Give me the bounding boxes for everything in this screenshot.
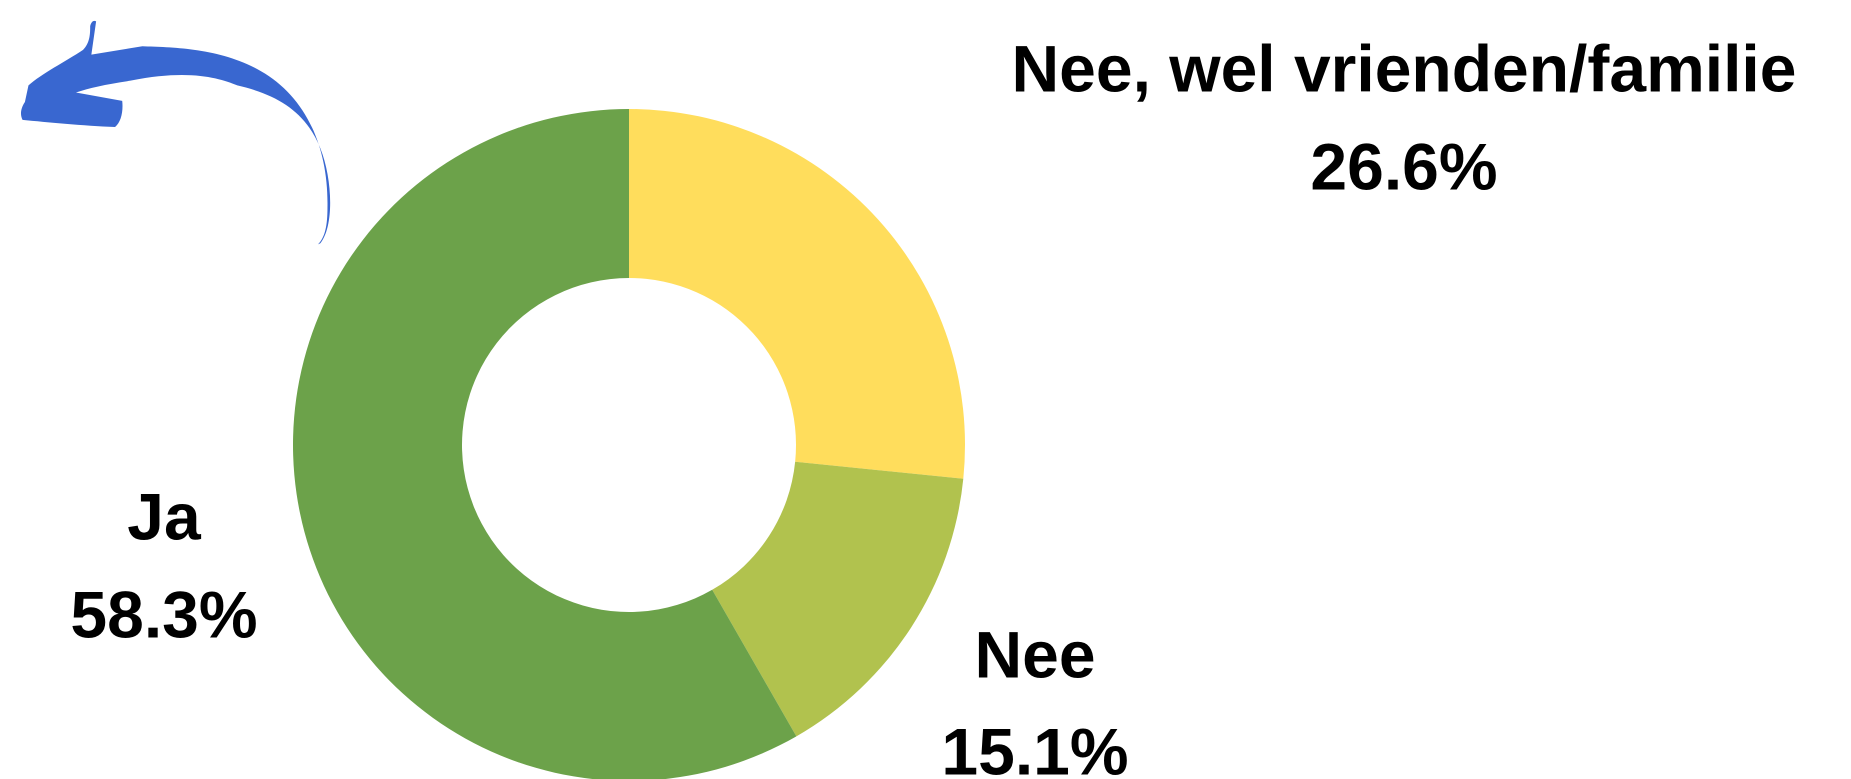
slice-value-label: 26.6%	[1310, 129, 1497, 203]
slice-label: Nee, wel vrienden/familie	[1012, 31, 1797, 105]
donut-slice	[629, 109, 965, 479]
slice-label: Ja	[127, 479, 202, 553]
arrow	[20, 20, 331, 245]
slice-value-label: 58.3%	[70, 577, 257, 651]
donut-slice	[712, 461, 964, 737]
slice-label: Nee	[974, 617, 1095, 691]
donut-slice	[293, 109, 797, 779]
slice-value-label: 15.1%	[941, 714, 1128, 779]
arrow-icon	[20, 20, 331, 245]
